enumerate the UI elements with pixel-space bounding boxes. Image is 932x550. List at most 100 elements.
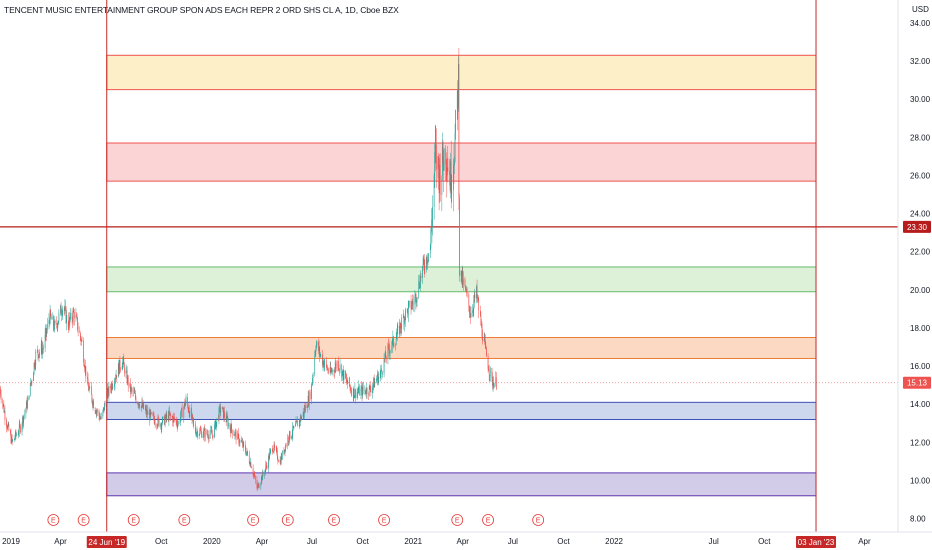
price-axis[interactable]: USD 8.00 10.00 12.00 14.00 16.00 18.00 20.00 22…: [897, 0, 931, 532]
candle-573: [441, 175, 443, 212]
candle-406: [312, 374, 313, 386]
earnings-marker[interactable]: E: [532, 514, 545, 526]
earnings-marker[interactable]: E: [47, 514, 60, 526]
candle-229: [176, 416, 177, 428]
candle-body: [295, 424, 296, 427]
x-tick-label: 2022: [605, 537, 623, 546]
candle-455: [350, 384, 351, 394]
y-tick-label: 18.00: [910, 324, 931, 333]
candle-412: [316, 340, 318, 348]
candle-body: [12, 439, 14, 442]
candle-body: [31, 380, 32, 385]
candle-body: [35, 351, 37, 365]
candle-52: [39, 349, 40, 358]
candle-body: [26, 401, 27, 409]
price-zone-4[interactable]: [106, 337, 817, 359]
candle-360: [276, 447, 278, 461]
candle-layer: [0, 47, 497, 492]
candle-348: [268, 453, 269, 473]
candle-body: [266, 465, 268, 469]
candle-572: [439, 153, 441, 202]
candle-344: [264, 468, 266, 476]
candle-body: [77, 317, 78, 330]
y-tick-label: 12.00: [910, 438, 931, 447]
candle-609: [469, 305, 470, 319]
candle-body: [405, 309, 406, 321]
candle-304: [234, 434, 235, 436]
candle-body: [358, 386, 360, 396]
earnings-marker[interactable]: E: [178, 514, 191, 526]
candle-body: [456, 90, 458, 110]
candle-body: [458, 64, 459, 109]
candle-body: [486, 348, 487, 357]
candle-body: [443, 161, 444, 171]
candle-body: [469, 313, 471, 314]
candle-116: [88, 386, 90, 393]
time-axis[interactable]: 2019 Apr Oct 2020 Apr Jul Oct 2021 Apr Jul Oct 2022…: [0, 531, 932, 546]
candle-43: [33, 371, 34, 382]
candle-body: [137, 403, 139, 406]
date-tag-2[interactable]: 03 Jan '23: [796, 536, 837, 548]
price-zone-2[interactable]: [106, 142, 817, 182]
candle-79: [60, 302, 62, 315]
candle-body: [395, 339, 397, 345]
candle-body: [228, 423, 229, 427]
candle-body: [487, 356, 489, 369]
candle-body: [96, 411, 98, 412]
earnings-marker[interactable]: E: [482, 514, 494, 526]
candle-body: [450, 161, 452, 191]
candle-body: [454, 161, 455, 165]
candle-body: [491, 368, 493, 378]
price-zone-1[interactable]: [106, 54, 817, 91]
candle-27: [20, 423, 21, 435]
earnings-marker[interactable]: E: [451, 514, 464, 526]
date-tag-1[interactable]: 24 Jun '19: [86, 536, 127, 548]
candle-121: [92, 397, 94, 411]
candle-239: [183, 401, 185, 410]
candle-38: [29, 395, 31, 400]
horizontal-line-price-tag[interactable]: 23.30: [903, 220, 931, 233]
earnings-marker[interactable]: E: [127, 514, 140, 526]
candle-416: [319, 352, 321, 358]
candle-365: [280, 452, 282, 465]
candle-186: [142, 400, 144, 409]
candle-body: [103, 407, 104, 411]
candle-body: [476, 286, 477, 299]
candle-180: [138, 403, 140, 410]
candle-body: [239, 439, 241, 443]
candle-642: [493, 382, 495, 388]
candle-361: [277, 455, 279, 465]
candle-body: [328, 371, 329, 373]
y-tick-label: 28.00: [910, 133, 931, 142]
price-zone-5[interactable]: [106, 401, 817, 420]
candle-body: [19, 424, 21, 426]
candle-body: [212, 434, 213, 436]
candle-body: [102, 410, 104, 417]
candle-574: [442, 132, 443, 181]
candle-body: [323, 364, 325, 368]
candle-377: [289, 430, 291, 440]
candle-275: [211, 426, 213, 435]
x-tick-label: Oct: [155, 537, 168, 546]
price-zone-6[interactable]: [106, 472, 817, 497]
candle-body: [141, 405, 142, 409]
last-price-tag[interactable]: 15.13: [903, 376, 931, 389]
candle-body: [373, 378, 375, 388]
candle-439: [338, 356, 339, 372]
candle-body: [99, 417, 101, 420]
candle-body: [435, 145, 437, 170]
candle-body: [23, 414, 25, 417]
earnings-marker[interactable]: E: [328, 514, 340, 526]
candle-371: [285, 443, 286, 453]
earnings-marker[interactable]: E: [247, 514, 260, 526]
candle-body: [311, 385, 312, 399]
earnings-marker[interactable]: E: [281, 514, 294, 526]
candle-509: [391, 338, 393, 354]
earnings-icon: [178, 514, 191, 526]
candle-80: [61, 308, 62, 322]
candle-body: [414, 297, 416, 305]
earnings-marker[interactable]: E: [77, 514, 90, 526]
earnings-marker[interactable]: E: [378, 514, 390, 526]
